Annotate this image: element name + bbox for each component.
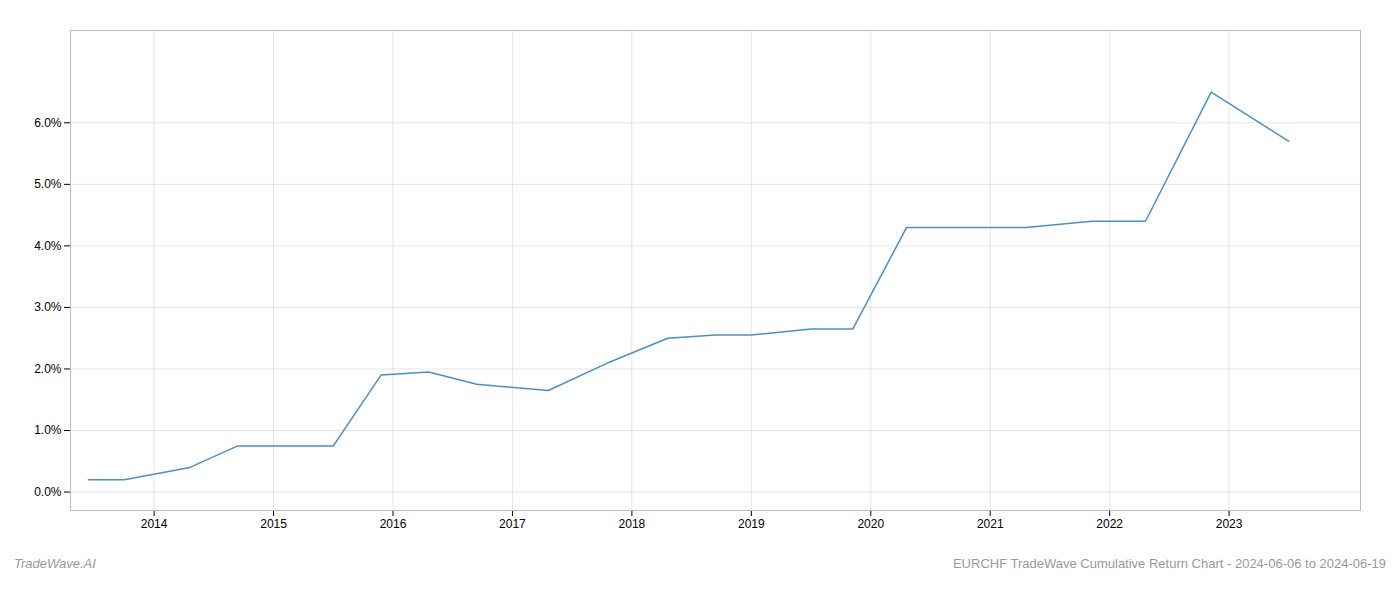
html-text:TradeWave.AI: TradeWave.AI: [14, 556, 96, 571]
svg-text:1.0%: 1.0%: [34, 423, 62, 437]
svg-text:3.0%: 3.0%: [34, 300, 62, 314]
svg-text:4.0%: 4.0%: [34, 239, 62, 253]
svg-text:2015: 2015: [260, 517, 287, 531]
svg-text:2019: 2019: [738, 517, 765, 531]
svg-text:2021: 2021: [977, 517, 1004, 531]
svg-text:2017: 2017: [499, 517, 526, 531]
svg-text:2018: 2018: [619, 517, 646, 531]
html-text:EURCHF TradeWave Cumulative Re: EURCHF TradeWave Cumulative Return Chart…: [952, 556, 1386, 571]
svg-text:5.0%: 5.0%: [34, 177, 62, 191]
svg-text:6.0%: 6.0%: [34, 116, 62, 130]
svg-text:2022: 2022: [1096, 517, 1123, 531]
svg-text:2.0%: 2.0%: [34, 362, 62, 376]
svg-text:2023: 2023: [1216, 517, 1243, 531]
svg-text:0.0%: 0.0%: [34, 485, 62, 499]
svg-text:2014: 2014: [141, 517, 168, 531]
svg-text:2016: 2016: [380, 517, 407, 531]
svg-text:2020: 2020: [857, 517, 884, 531]
